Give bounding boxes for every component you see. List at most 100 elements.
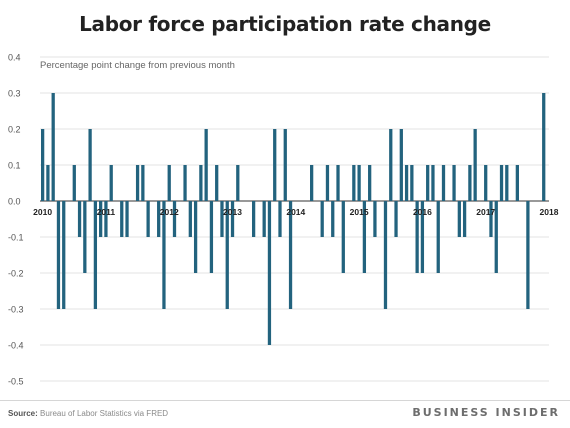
bar [88, 129, 92, 201]
bar [462, 201, 467, 237]
bar [273, 129, 277, 201]
bar [431, 165, 435, 201]
bar [457, 201, 461, 237]
bar [83, 201, 87, 273]
bar [515, 165, 519, 201]
y-tick-label: 0.4 [8, 53, 21, 63]
bar [288, 201, 293, 309]
bar [56, 201, 61, 309]
bar [415, 201, 419, 273]
bar [183, 165, 187, 201]
bar [72, 165, 76, 201]
bar [215, 165, 219, 201]
x-tick-label: 2018 [540, 207, 559, 217]
y-tick-label: -0.4 [8, 341, 24, 351]
y-tick-label: -0.2 [8, 269, 24, 279]
bar [193, 201, 198, 273]
bar-chart: -0.5 -0.4 -0.3 -0.2 -0.1 0.0 0.1 0.2 0.3 0.4 2010… [8, 53, 559, 387]
footer-divider [0, 400, 570, 401]
bar [146, 201, 150, 237]
x-tick-label: 2011 [97, 207, 116, 217]
bars [41, 93, 546, 345]
source-label: Source: [8, 409, 38, 418]
bar [120, 201, 124, 237]
bar [494, 201, 498, 273]
bar [426, 165, 430, 201]
bar [499, 165, 504, 201]
bar [489, 201, 493, 237]
source-note: Source: Bureau of Labor Statistics via F… [8, 409, 168, 418]
bar [410, 165, 414, 201]
bar [436, 201, 440, 273]
bar [230, 201, 235, 237]
y-tick-label: -0.5 [8, 377, 24, 387]
y-axis: -0.5 -0.4 -0.3 -0.2 -0.1 0.0 0.1 0.2 0.3 0.4 [8, 53, 24, 387]
bar [505, 165, 509, 201]
y-tick-label: 0.1 [8, 161, 21, 171]
bar [188, 201, 192, 237]
x-tick-label: 2017 [476, 207, 495, 217]
bar [51, 93, 55, 201]
x-tick-label: 2014 [286, 207, 305, 217]
bar [251, 201, 256, 237]
bar [399, 129, 403, 201]
bar [172, 201, 177, 237]
bar [357, 165, 361, 201]
bar [526, 201, 530, 309]
bar [404, 165, 409, 201]
bar [394, 201, 398, 237]
chart-subtitle: Percentage point change from previous mo… [40, 60, 235, 71]
bar [452, 165, 456, 201]
y-tick-label: 0.3 [8, 89, 21, 99]
bar [383, 201, 388, 309]
x-tick-label: 2012 [160, 207, 179, 217]
bar [362, 201, 367, 273]
y-tick-label: -0.1 [8, 233, 24, 243]
source-text: Bureau of Labor Statistics via FRED [40, 409, 169, 418]
bar [331, 201, 335, 237]
bar [320, 201, 324, 237]
bar [283, 129, 287, 201]
bar [484, 165, 488, 201]
bar [104, 201, 108, 237]
bar [41, 129, 45, 201]
bar [310, 165, 314, 201]
y-tick-label: -0.3 [8, 305, 24, 315]
bar [204, 129, 208, 201]
bar [62, 201, 66, 309]
y-tick-label: 0.0 [8, 197, 21, 207]
bar [368, 165, 372, 201]
bar [441, 165, 446, 201]
bar [167, 165, 171, 201]
bar [473, 129, 477, 201]
bar [162, 201, 166, 309]
bar [262, 201, 266, 237]
chart-title: Labor force participation rate change [79, 12, 491, 36]
grid-lines [40, 56, 549, 382]
bar [199, 165, 203, 201]
bar [278, 201, 282, 237]
bar [236, 165, 240, 201]
bar [325, 165, 330, 201]
bar [99, 201, 103, 237]
bar [77, 201, 82, 237]
bar [209, 201, 214, 273]
bar [46, 165, 50, 201]
bar [93, 201, 98, 309]
bar [389, 129, 393, 201]
x-tick-label: 2016 [413, 207, 432, 217]
bar [225, 201, 229, 309]
bar [157, 201, 161, 237]
bar [352, 165, 356, 201]
bar [109, 165, 113, 201]
bar [141, 165, 145, 201]
brand-logo: BUSINESS INSIDER [412, 406, 560, 419]
bar [468, 165, 472, 201]
bar [542, 93, 546, 201]
x-tick-label: 2015 [350, 207, 369, 217]
bar [373, 201, 377, 237]
bar [336, 165, 340, 201]
bar [420, 201, 425, 273]
x-axis: 2010 2011 2012 2013 2014 2015 2016 2017 2018 [33, 207, 559, 217]
bar [135, 165, 140, 201]
